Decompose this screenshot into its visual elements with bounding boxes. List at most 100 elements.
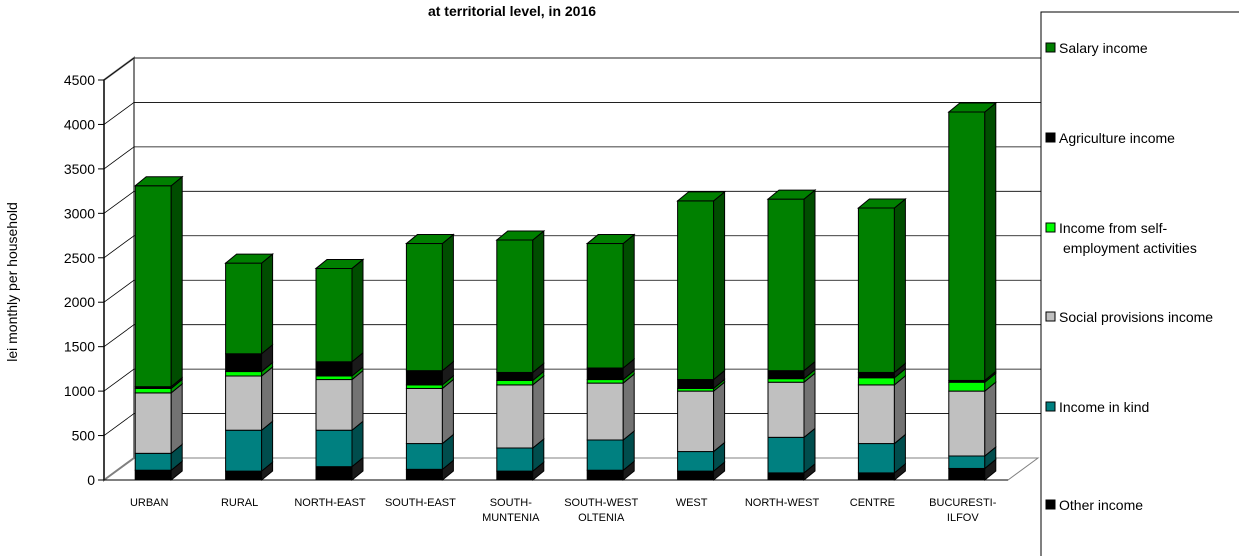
bar-segment-front (315, 375, 353, 381)
y-tick-label: 1500 (64, 339, 95, 355)
bar-segment-front (586, 243, 624, 369)
bar-segment-front (496, 371, 534, 381)
bar-segment-side (713, 381, 726, 453)
bar-segment-front (767, 198, 805, 372)
bar-segment-front (496, 447, 534, 472)
bar-segment-front (677, 451, 715, 472)
gridline-side (103, 413, 135, 436)
bar-stack (133, 175, 184, 482)
bar-top (585, 234, 636, 245)
bar-segment (134, 382, 183, 455)
bar-segment-front (586, 382, 624, 441)
bar-segment (315, 420, 364, 468)
legend-label: Salary income (1059, 40, 1148, 56)
bar-segment (767, 427, 816, 474)
bar-segment-front (948, 455, 986, 469)
bar-stack (585, 233, 636, 482)
legend-swatch (1045, 499, 1056, 510)
bar-segment-front (857, 377, 895, 386)
legend-swatch (1045, 311, 1056, 322)
x-tick-label: WEST (676, 497, 708, 509)
gridline-side (103, 279, 135, 303)
bar-segment-side (441, 233, 454, 372)
bar-segment-front (948, 467, 986, 481)
y-tick-label: 500 (72, 428, 96, 444)
bar-segment-front (134, 452, 172, 471)
bar-segment-front (225, 375, 263, 431)
bar-segment-side (893, 197, 906, 374)
bar-segment-side (803, 189, 816, 372)
gridline-side (103, 324, 135, 347)
legend-label: Income in kind (1059, 399, 1149, 415)
bar-segment-side (532, 229, 545, 374)
bar-segment (495, 229, 546, 374)
bar-top (314, 258, 365, 269)
legend: Salary income Agriculture income Income fr… (1040, 11, 1239, 556)
bar-segment-front (496, 384, 534, 449)
bar-segment-side (170, 382, 183, 455)
bar-stack (224, 253, 275, 482)
bar-segment-front (225, 262, 263, 355)
bar-stack (314, 258, 365, 482)
bar-stack (766, 189, 817, 482)
gridline-side (103, 146, 135, 170)
bar-segment-side (261, 253, 274, 355)
bar-segment-front (134, 387, 172, 394)
bar-segment (224, 253, 275, 355)
bar-segment-front (405, 243, 443, 372)
bar-segment-side (441, 378, 454, 445)
bar-segment-front (767, 381, 805, 438)
bar-segment-front (315, 361, 353, 377)
bar-segment-front (857, 472, 895, 481)
bar-segment (585, 233, 636, 370)
bar-segment-front (225, 353, 263, 373)
bar-segment-front (857, 384, 895, 445)
bar-segment-front (586, 367, 624, 381)
bar-segment (677, 381, 726, 453)
legend-box (1040, 11, 1239, 556)
bar-segment-front (948, 381, 986, 392)
bar-segment (315, 369, 364, 432)
legend-swatch (1045, 132, 1056, 143)
bar-segment-front (586, 469, 624, 481)
y-tick-label: 3000 (64, 205, 95, 221)
legend-label: Agriculture income (1059, 130, 1175, 146)
bar-segment-side (532, 374, 545, 450)
bar-segment-front (315, 429, 353, 468)
bar-segment-front (767, 436, 805, 474)
bar-segment-front (405, 387, 443, 445)
bar-segment-front (948, 390, 986, 457)
legend-swatch (1045, 222, 1056, 233)
bar-top (856, 198, 907, 209)
bar-segment-front (767, 370, 805, 380)
bar-segment-front (225, 371, 263, 377)
bar-segment (405, 378, 454, 445)
bar-segment-front (496, 239, 534, 373)
y-tick-label: 4500 (64, 72, 95, 88)
gridline-side (103, 191, 135, 214)
bar-segment-front (857, 207, 895, 373)
bar-segment-front (315, 379, 353, 431)
bar-segment-side (351, 258, 364, 363)
bar-segment-front (857, 443, 895, 474)
legend-item: Other income (1045, 497, 1143, 513)
bar-segment-front (134, 185, 172, 388)
bar-segment (857, 433, 906, 474)
bar-top (495, 230, 546, 241)
bar-segment-side (622, 373, 635, 442)
y-tick-label: 1000 (64, 383, 95, 399)
bar-segment-front (677, 390, 715, 453)
x-tick-label: RURAL (221, 497, 258, 509)
bar-segment-front (496, 470, 534, 481)
bar-top (947, 102, 998, 113)
x-tick-label: CENTRE (850, 497, 895, 509)
bar-stack (495, 229, 546, 482)
bar-segment-front (315, 267, 353, 363)
legend-swatch (1045, 401, 1056, 412)
bar-segment-front (677, 379, 715, 389)
bar-segment (404, 233, 455, 372)
y-tick-label: 2000 (64, 294, 95, 310)
bar-segment-front (677, 200, 715, 381)
bars (133, 101, 998, 482)
gridline-side (103, 57, 135, 81)
